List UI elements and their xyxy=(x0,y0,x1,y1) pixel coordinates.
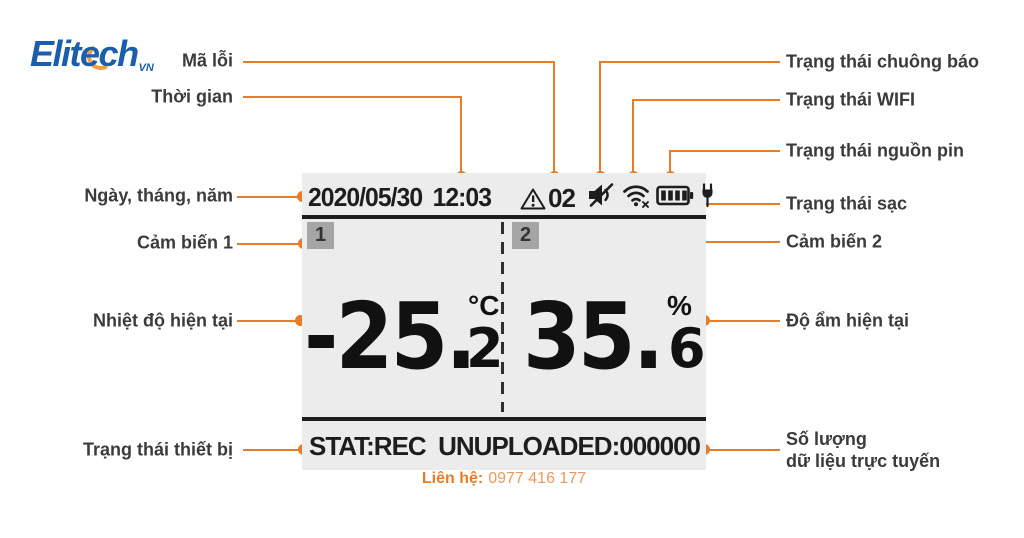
connector-line xyxy=(632,99,780,101)
connector-line xyxy=(460,96,462,174)
connector-line xyxy=(599,61,601,173)
connector-line xyxy=(669,150,671,173)
connector-line xyxy=(553,61,555,174)
battery-full-icon xyxy=(656,185,694,205)
connector-line xyxy=(599,61,780,63)
label-sensor-2: Cảm biến 2 xyxy=(786,231,883,252)
label-wifi-status: Trạng thái WIFI xyxy=(786,89,915,110)
connector-line xyxy=(693,203,780,205)
label-time: Thời gian xyxy=(151,86,233,107)
label-online-data-count: Số lượng dữ liệu trực tuyến xyxy=(786,428,940,472)
label-online-data-count-line2: dữ liệu trực tuyến xyxy=(786,451,941,471)
logo-accent-char: e xyxy=(80,33,100,74)
contact-phone: 0977 416 177 xyxy=(488,470,587,487)
label-alarm-status: Trạng thái chuông báo xyxy=(786,51,979,72)
wifi-x-icon xyxy=(623,185,649,208)
time-value: 12:03 xyxy=(432,182,492,212)
temperature-decimal: 2 xyxy=(466,317,504,380)
device-status-value: STAT:REC xyxy=(309,431,427,461)
connector-line xyxy=(243,96,462,98)
humidity-unit: % xyxy=(667,290,692,321)
logo-part1: Elit xyxy=(30,33,82,74)
connector-line xyxy=(669,150,780,152)
label-date: Ngày, tháng, năm xyxy=(84,185,233,206)
logo-part2: ch xyxy=(98,33,140,74)
logo-suffix: VN xyxy=(138,62,154,74)
temperature-unit: °C xyxy=(468,290,500,321)
humidity-main-value: 35. xyxy=(523,283,664,390)
connector-line xyxy=(237,320,301,322)
label-device-status: Trạng thái thiết bị xyxy=(82,439,233,460)
lcd-dashed-divider xyxy=(501,222,504,412)
charging-plug-icon xyxy=(702,182,713,207)
connector-dot xyxy=(295,315,306,326)
label-online-data-count-line1: Số lượng xyxy=(786,429,867,449)
connector-line xyxy=(243,449,303,451)
muted-speaker-icon xyxy=(589,183,614,207)
lcd-footer-row: STAT:REC UNUPLOADED:000000 xyxy=(309,431,701,462)
status-icon-tray xyxy=(588,182,715,208)
unuploaded-count-value: UNUPLOADED:000000 xyxy=(438,431,701,461)
connector-line xyxy=(237,196,303,198)
contact-info: Liên hệ: 0977 416 177 xyxy=(302,470,706,488)
connector-line xyxy=(237,243,303,245)
connector-line xyxy=(704,449,780,451)
date-value: 2020/05/30 xyxy=(308,182,423,212)
logo-text: Elitech xyxy=(30,33,140,74)
temperature-main-value: -25. xyxy=(304,283,477,390)
label-error-code: Mã lỗi xyxy=(181,50,233,71)
datetime-readout: 2020/05/30 12:03 xyxy=(308,182,492,213)
connector-line xyxy=(704,320,780,322)
error-code-value: 02 xyxy=(548,183,576,213)
device-lcd-screen: 2020/05/30 12:03 02 xyxy=(302,173,713,470)
label-sensor-1: Cảm biến 1 xyxy=(136,232,233,253)
label-temperature: Nhiệt độ hiện tại xyxy=(92,310,233,331)
sensor-2-badge: 2 xyxy=(512,222,539,249)
elitech-logo: Elitech VN xyxy=(30,36,154,78)
humidity-decimal: 6 xyxy=(668,317,706,380)
lcd-header-separator xyxy=(302,215,706,219)
label-humidity: Độ ẩm hiện tại xyxy=(786,310,910,331)
error-code-readout: 02 xyxy=(520,183,576,214)
lcd-footer-separator xyxy=(302,417,706,421)
label-battery-status: Trạng thái nguồn pin xyxy=(786,140,964,161)
warning-icon xyxy=(520,188,546,209)
connector-line xyxy=(632,99,634,173)
sensor-1-badge: 1 xyxy=(307,222,334,249)
connector-line xyxy=(243,61,555,63)
contact-label: Liên hệ: xyxy=(421,470,484,487)
label-charging-status: Trạng thái sạc xyxy=(786,193,908,214)
